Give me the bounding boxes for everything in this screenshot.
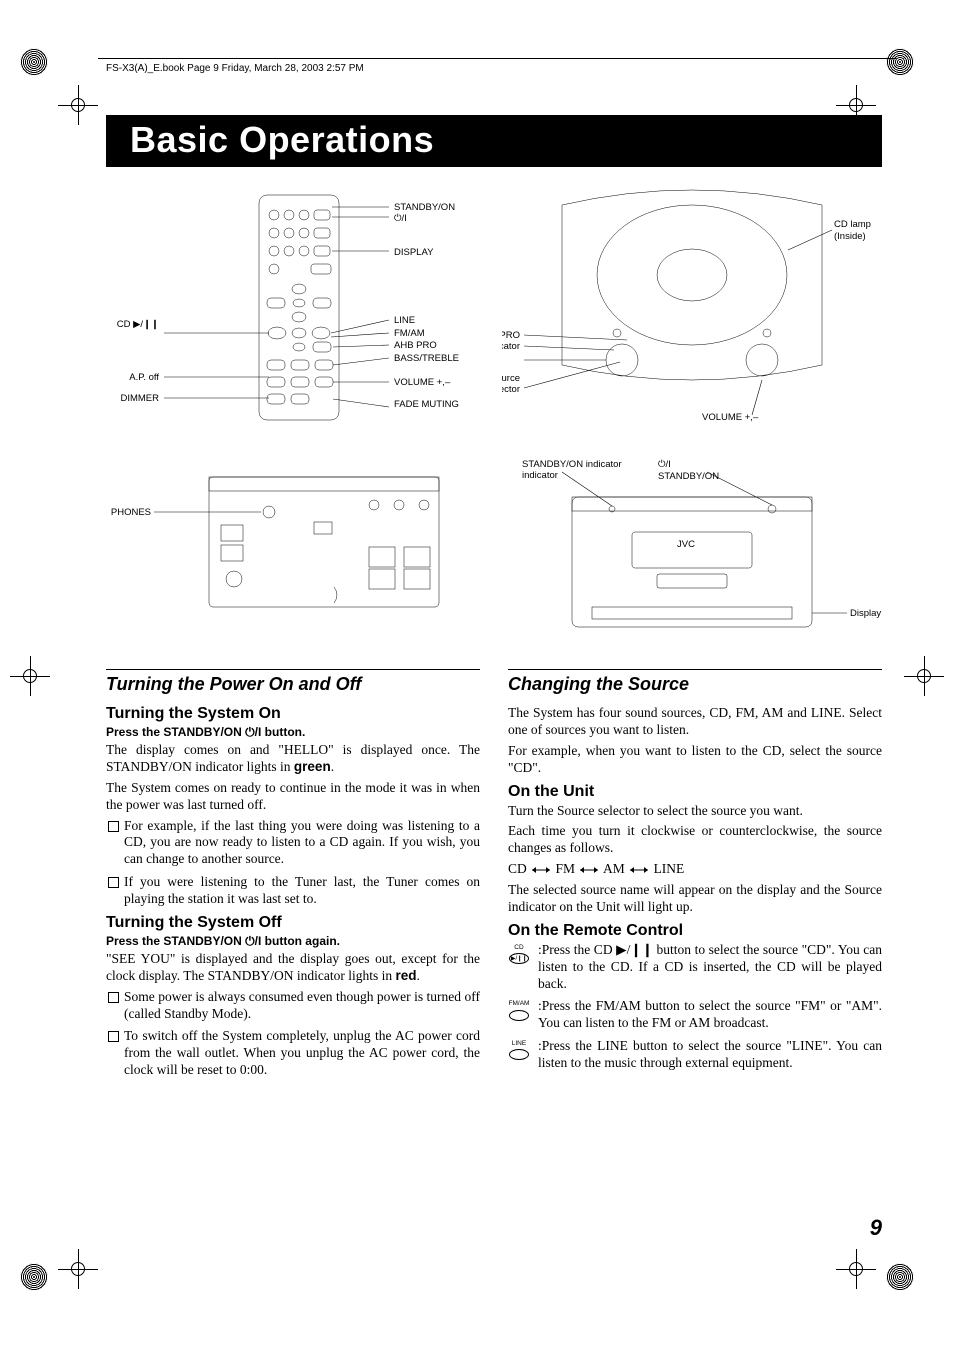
section-rule xyxy=(106,669,480,670)
label-line: LINE xyxy=(394,315,415,326)
list-on: For example, if the last thing you were … xyxy=(106,818,480,908)
line-button-icon: LINE xyxy=(508,1040,530,1060)
crop-mark-tl xyxy=(20,48,48,76)
instruction-press-off: Press the STANDBY/ON ⏻/I button again. xyxy=(106,934,480,949)
label-basstreble: BASS/TREBLE xyxy=(394,353,459,364)
label-dimmer: DIMMER xyxy=(120,393,159,404)
icon-list-item-fmam: FM/AM :Press the FM/AM button to select … xyxy=(508,998,882,1032)
label-standby-on: STANDBY/ON xyxy=(394,202,455,213)
section-title-source: Changing the Source xyxy=(508,674,882,695)
left-column: Turning the Power On and Off Turning the… xyxy=(106,669,480,1085)
section-rule xyxy=(508,669,882,670)
label-power-icon: ⏻/I xyxy=(394,213,407,224)
rear-panel-diagram: PHONES xyxy=(109,457,479,627)
list-item: Some power is always consumed even thoug… xyxy=(106,989,480,1023)
svg-text:Source indicator: Source indicator xyxy=(502,341,520,352)
label-display2: Display xyxy=(850,608,881,619)
p-seeyou: "SEE YOU" is displayed and the display g… xyxy=(106,951,480,985)
right-column: Changing the Source The System has four … xyxy=(508,669,882,1085)
svg-text:⏻/I: ⏻/I xyxy=(658,459,671,470)
label-ahbpro: AHB PRO xyxy=(394,340,437,351)
crop-cross-left xyxy=(10,656,50,696)
crop-mark-tr xyxy=(886,48,914,76)
svg-text:CD ▶/❙❙: CD ▶/❙❙ xyxy=(117,319,159,330)
crop-cross-bl xyxy=(58,1249,98,1289)
list-item: To switch off the System completely, unp… xyxy=(106,1028,480,1079)
list-item: If you were listening to the Tuner last,… xyxy=(106,874,480,908)
icon-list-item-line: LINE :Press the LINE button to select th… xyxy=(508,1038,882,1072)
source-chain: CD FM AM LINE xyxy=(508,861,882,878)
svg-text:selector: selector xyxy=(502,384,520,395)
page-title: Basic Operations xyxy=(130,119,870,161)
crop-cross-right xyxy=(904,656,944,696)
section-title-power: Turning the Power On and Off xyxy=(106,674,480,695)
svg-text:STANDBY/ON indicator: STANDBY/ON indicator xyxy=(522,459,622,470)
crop-mark-br xyxy=(886,1263,914,1291)
instruction-press-on: Press the STANDBY/ON ⏻/I button. xyxy=(106,725,480,740)
p-example-cd: For example, when you want to listen to … xyxy=(508,743,882,777)
unit-front-diagram: JVC STANDBY/ON indicator indicator ⏻/I S… xyxy=(502,457,882,657)
label-fmam: FM/AM xyxy=(394,328,425,339)
label-apoff: A.P. off xyxy=(129,372,159,383)
svg-text:JVC: JVC xyxy=(677,539,695,550)
p-selected-name: The selected source name will appear on … xyxy=(508,882,882,916)
header-text: FS-X3(A)_E.book Page 9 Friday, March 28,… xyxy=(106,63,364,74)
crop-cross-tl xyxy=(58,85,98,125)
crop-cross-br xyxy=(836,1249,876,1289)
title-bar: Basic Operations xyxy=(106,115,882,167)
svg-text:(Inside): (Inside) xyxy=(834,231,866,242)
crop-mark-bl xyxy=(20,1263,48,1291)
page-number: 9 xyxy=(870,1215,882,1241)
p-turn-selector: Turn the Source selector to select the s… xyxy=(508,803,882,820)
subsection-turn-on: Turning the System On xyxy=(106,705,480,723)
remote-diagram: STANDBY/ON ⏻/I DISPLAY LINE FM/AM AHB PR… xyxy=(109,185,479,445)
subsection-turn-off: Turning the System Off xyxy=(106,914,480,932)
label-volume: VOLUME +,– xyxy=(394,377,451,388)
svg-text:indicator: indicator xyxy=(522,470,558,481)
label-fade: FADE MUTING xyxy=(394,399,459,410)
icon-list: CD ▶/❙❙ :Press the CD ▶/❙❙ button to sel… xyxy=(508,942,882,1072)
p-resume: The System comes on ready to continue in… xyxy=(106,780,480,814)
icon-list-item-cd: CD ▶/❙❙ :Press the CD ▶/❙❙ button to sel… xyxy=(508,942,882,993)
subsection-on-remote: On the Remote Control xyxy=(508,922,882,940)
svg-text:Source: Source xyxy=(502,373,520,384)
svg-text:VOLUME +,–: VOLUME +,– xyxy=(702,412,759,423)
cd-button-icon: CD ▶/❙❙ xyxy=(508,944,530,964)
header-rule xyxy=(98,58,896,59)
p-four-sources: The System has four sound sources, CD, F… xyxy=(508,705,882,739)
p-each-time: Each time you turn it clockwise or count… xyxy=(508,823,882,857)
svg-text:STANDBY/ON: STANDBY/ON xyxy=(658,471,719,482)
list-off: Some power is always consumed even thoug… xyxy=(106,989,480,1079)
unit-top-diagram: CD lamp (Inside) AHB PRO Source indicato… xyxy=(502,185,882,445)
fmam-button-icon: FM/AM xyxy=(508,1000,530,1020)
list-item: For example, if the last thing you were … xyxy=(106,818,480,869)
svg-text:CD lamp: CD lamp xyxy=(834,219,871,230)
subsection-on-unit: On the Unit xyxy=(508,783,882,801)
label-display: DISPLAY xyxy=(394,247,434,258)
svg-text:AHB PRO: AHB PRO xyxy=(502,330,520,341)
label-phones: PHONES xyxy=(111,507,151,518)
p-hello: The display comes on and "HELLO" is disp… xyxy=(106,742,480,776)
